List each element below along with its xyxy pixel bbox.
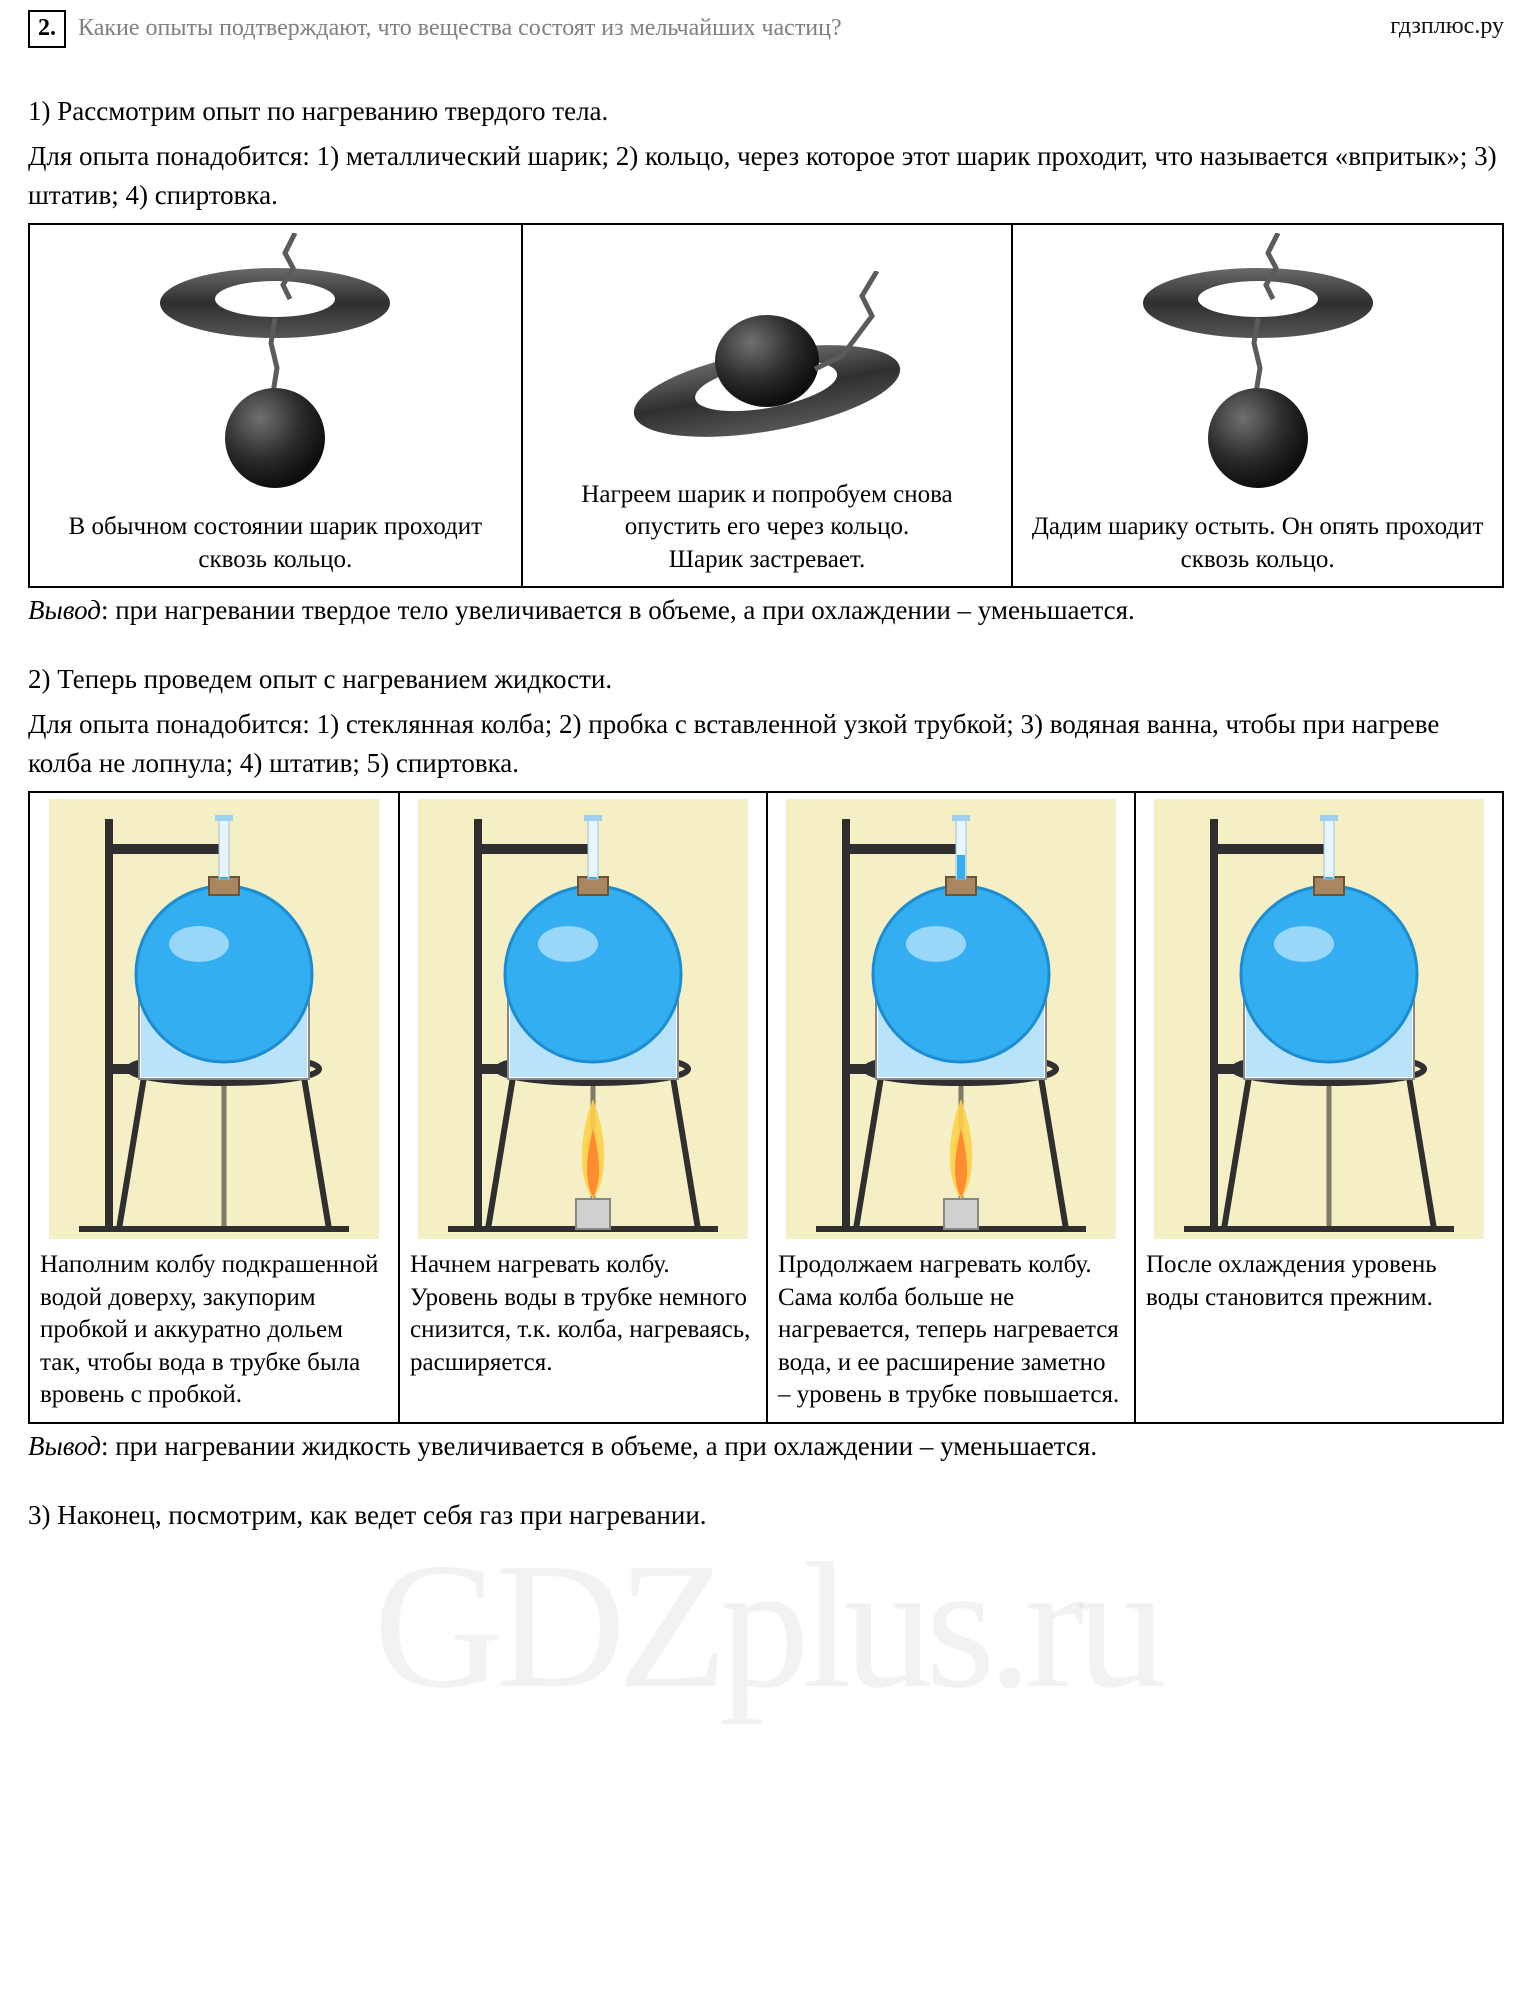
exp1-intro: 1) Рассмотрим опыт по нагреванию твердог…: [28, 92, 1504, 131]
topbar: 2. Какие опыты подтверждают, что веществ…: [28, 10, 1504, 48]
exp2-fig-4: [1146, 799, 1492, 1239]
question-row: 2. Какие опыты подтверждают, что веществ…: [28, 10, 842, 48]
exp1-conclusion: Вывод: при нагревании твердое тело увели…: [28, 592, 1504, 630]
watermark: GDZplus.ru: [374, 1500, 1159, 1752]
exp1-caption-3: Дадим шарику остыть. Он опять проходит с…: [1021, 511, 1494, 576]
exp1-panels: В обычном состоянии шарик проходит сквоз…: [28, 223, 1504, 588]
exp2-caption-4: После охлаждения уровень воды становится…: [1146, 1249, 1492, 1314]
exp2-caption-3: Продолжаем нагревать колбу. Сама колба б…: [778, 1249, 1124, 1412]
exp1-cell-3: Дадим шарику остыть. Он опять проходит с…: [1011, 225, 1502, 586]
exp2-conclusion: Вывод: при нагревании жидкость увеличива…: [28, 1428, 1504, 1466]
footer-line: 3) Наконец, посмотрим, как ведет себя га…: [28, 1496, 1504, 1535]
exp2-cell-4: После охлаждения уровень воды становится…: [1134, 793, 1502, 1422]
question-number: 2.: [28, 10, 66, 48]
exp2-caption-1: Наполним колбу подкрашенной водой доверх…: [40, 1249, 388, 1412]
exp1-caption-2: Нагреем шарик и попробуем снова опустить…: [531, 479, 1004, 577]
exp2-fig-1: [40, 799, 388, 1239]
exp1-conclusion-text: : при нагревании твердое тело увеличивае…: [101, 595, 1135, 625]
exp2-cell-1: Наполним колбу подкрашенной водой доверх…: [30, 793, 398, 1422]
exp2-conclusion-text: : при нагревании жидкость увеличивается …: [101, 1431, 1097, 1461]
exp2-fig-2: [410, 799, 756, 1239]
exp2-cell-2: Начнем нагревать колбу. Уровень воды в т…: [398, 793, 766, 1422]
exp2-cell-3: Продолжаем нагревать колбу. Сама колба б…: [766, 793, 1134, 1422]
exp2-panels: Наполним колбу подкрашенной водой доверх…: [28, 791, 1504, 1424]
exp1-caption-1: В обычном состоянии шарик проходит сквоз…: [38, 511, 513, 576]
exp1-cell-2: Нагреем шарик и попробуем снова опустить…: [521, 225, 1012, 586]
exp1-fig-1: [38, 233, 513, 503]
exp2-materials: Для опыта понадобится: 1) стеклянная кол…: [28, 705, 1504, 783]
exp2-caption-2: Начнем нагревать колбу. Уровень воды в т…: [410, 1249, 756, 1379]
exp1-materials: Для опыта понадобится: 1) металлический …: [28, 137, 1504, 215]
exp1-fig-3: [1021, 233, 1494, 503]
question-text: Какие опыты подтверждают, что вещества с…: [78, 12, 842, 46]
exp2-fig-3: [778, 799, 1124, 1239]
exp1-fig-2: [531, 271, 1004, 471]
exp2-intro: 2) Теперь проведем опыт с нагреванием жи…: [28, 660, 1504, 699]
exp1-conclusion-label: Вывод: [28, 595, 101, 625]
exp1-cell-1: В обычном состоянии шарик проходит сквоз…: [30, 225, 521, 586]
exp2-conclusion-label: Вывод: [28, 1431, 101, 1461]
site-label: гдзплюс.ру: [1390, 10, 1504, 44]
